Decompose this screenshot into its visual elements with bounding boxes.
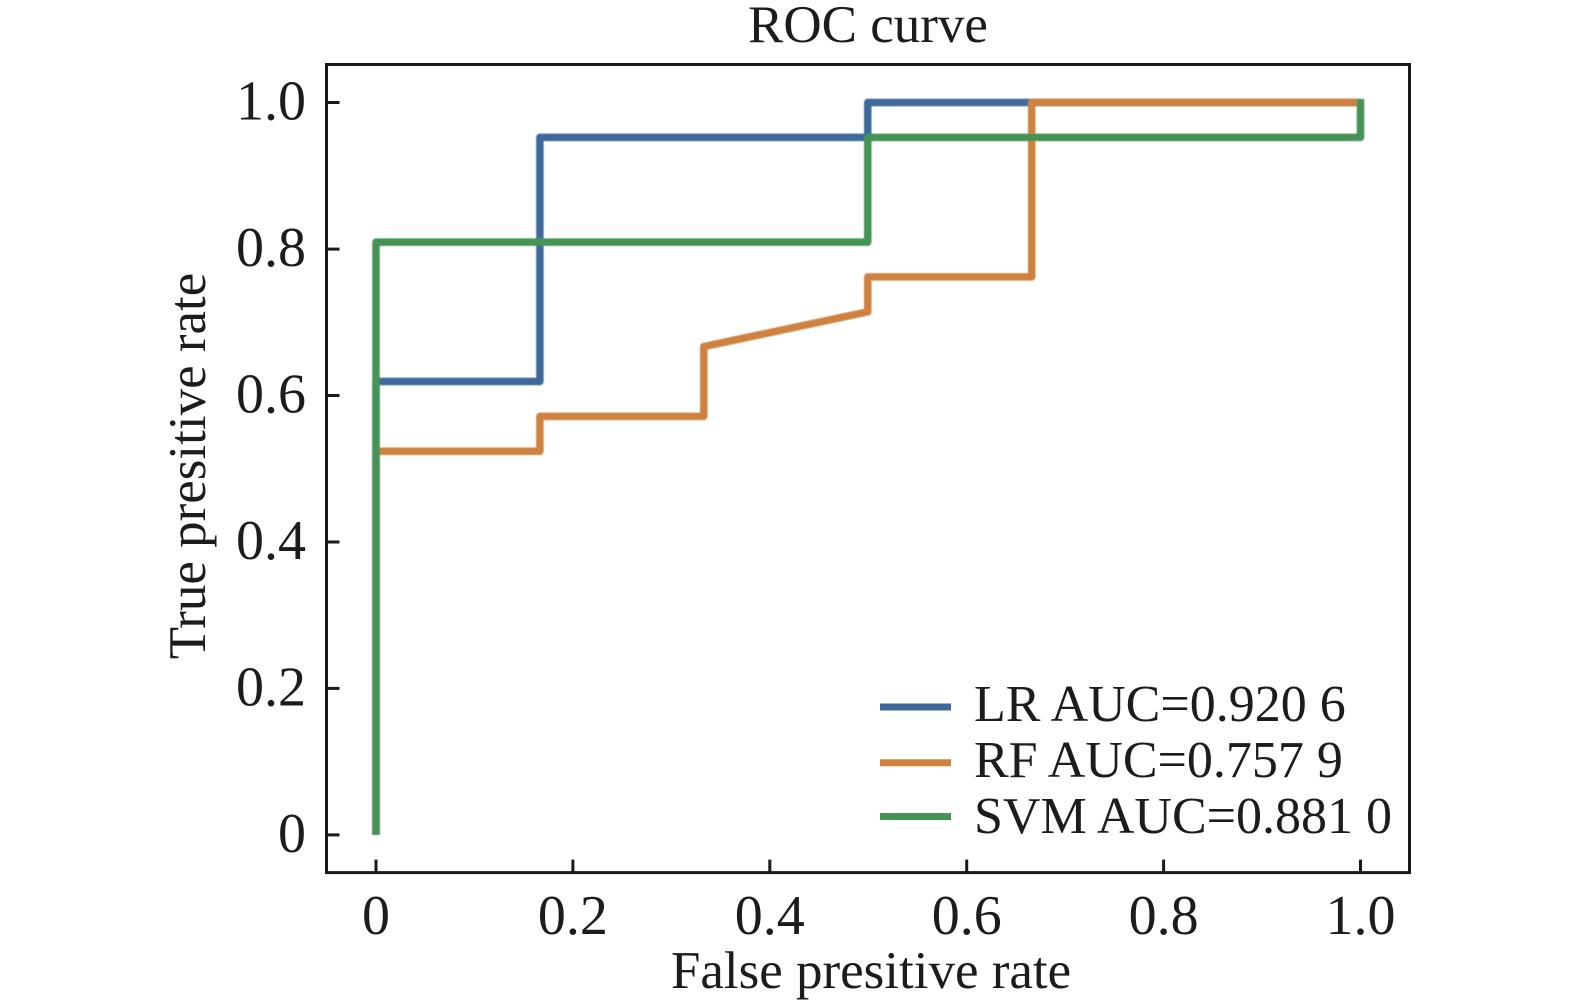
svg-text:0.6: 0.6 xyxy=(236,364,306,426)
svg-text:ROC curve: ROC curve xyxy=(748,0,988,54)
svg-text:0.6: 0.6 xyxy=(932,885,1002,947)
svg-text:0: 0 xyxy=(278,803,306,865)
svg-text:0.2: 0.2 xyxy=(538,885,608,947)
svg-text:True presitive rate: True presitive rate xyxy=(159,273,217,660)
svg-text:LR AUC=0.920 6: LR AUC=0.920 6 xyxy=(974,676,1346,733)
svg-text:False presitive rate: False presitive rate xyxy=(671,942,1071,1000)
svg-text:1.0: 1.0 xyxy=(236,71,306,133)
svg-text:SVM AUC=0.881 0: SVM AUC=0.881 0 xyxy=(974,788,1392,845)
svg-text:0.4: 0.4 xyxy=(236,510,306,572)
svg-text:0.8: 0.8 xyxy=(1129,885,1199,947)
svg-text:0.8: 0.8 xyxy=(236,217,306,279)
svg-text:0.2: 0.2 xyxy=(236,656,306,718)
svg-text:1.0: 1.0 xyxy=(1326,885,1396,947)
svg-text:0: 0 xyxy=(362,885,390,947)
svg-text:0.4: 0.4 xyxy=(735,885,805,947)
svg-text:RF AUC=0.757 9: RF AUC=0.757 9 xyxy=(974,732,1343,789)
